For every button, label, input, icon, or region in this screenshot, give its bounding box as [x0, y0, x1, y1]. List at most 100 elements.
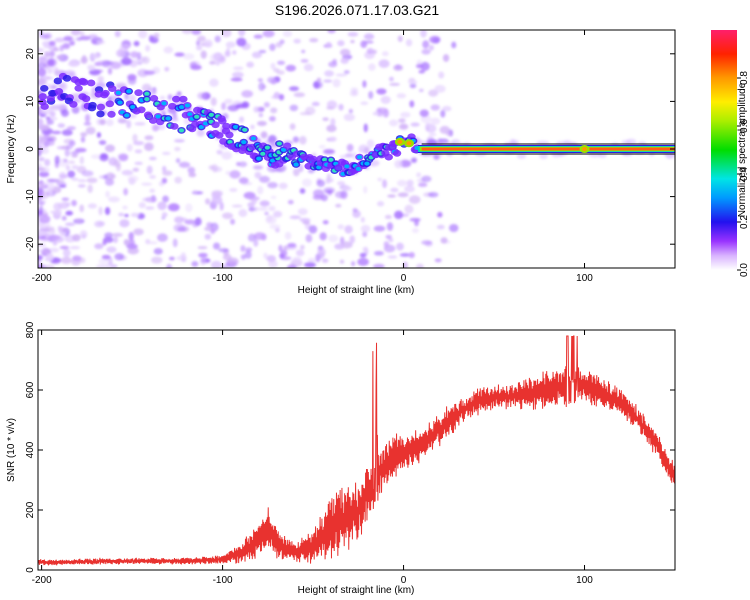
noise-blob: [409, 83, 417, 89]
noise-blob: [407, 80, 418, 85]
noise-blob: [263, 101, 270, 108]
ridge-blob: [88, 101, 97, 109]
noise-blob: [38, 201, 45, 206]
noise-blob: [300, 244, 305, 250]
noise-blob: [239, 116, 245, 123]
noise-blob: [84, 113, 91, 123]
noise-blob: [191, 30, 202, 35]
noise-blob: [248, 196, 260, 201]
ridge-core: [280, 147, 287, 152]
noise-blob: [69, 245, 81, 250]
noise-blob: [384, 214, 392, 220]
ridge-core: [232, 124, 239, 129]
snr-x-tick-label: -100: [213, 575, 233, 586]
noise-blob: [442, 105, 452, 112]
noise-blob: [307, 257, 316, 264]
noise-blob: [141, 182, 153, 186]
spectrogram-y-axis-label: Frequency (Hz): [6, 115, 17, 184]
noise-blob: [301, 178, 312, 187]
noise-blob: [104, 232, 114, 239]
ridge-blob: [149, 94, 159, 102]
noise-blob: [185, 203, 193, 213]
colorbar-tick-label: 0.6: [739, 119, 750, 133]
noise-blob: [387, 194, 397, 198]
noise-blob: [44, 264, 55, 268]
noise-blob: [59, 44, 64, 52]
noise-blob: [72, 234, 81, 242]
noise-blob: [38, 181, 45, 191]
noise-blob: [299, 135, 307, 145]
ridge-core: [208, 112, 214, 117]
noise-blob: [343, 70, 350, 75]
noise-blob: [64, 222, 76, 227]
noise-blob: [325, 42, 332, 48]
noise-blob: [409, 100, 415, 108]
noise-blob: [244, 250, 252, 259]
noise-blob: [148, 156, 157, 161]
noise-blob: [75, 218, 81, 225]
noise-blob: [38, 196, 43, 202]
noise-blob: [325, 177, 331, 184]
ridge-core: [276, 141, 282, 146]
noise-blob: [63, 158, 68, 163]
noise-blob: [67, 170, 76, 178]
noise-blob: [174, 176, 182, 184]
ridge-core: [264, 145, 270, 150]
noise-blob: [44, 182, 55, 192]
noise-blob: [71, 105, 80, 114]
noise-blob: [123, 188, 129, 196]
noise-blob: [80, 56, 88, 64]
noise-blob: [149, 188, 156, 193]
noise-blob: [247, 233, 256, 242]
noise-blob: [258, 206, 268, 211]
noise-blob: [167, 94, 173, 101]
noise-blob: [199, 256, 207, 266]
noise-blob: [134, 161, 143, 165]
noise-blob: [363, 147, 370, 155]
noise-blob: [204, 233, 212, 240]
noise-blob: [190, 64, 202, 71]
noise-blob: [305, 234, 313, 243]
ridge-blob: [38, 93, 47, 100]
noise-blob: [278, 93, 285, 101]
noise-blob: [174, 216, 184, 224]
noise-blob: [420, 61, 430, 71]
noise-blob: [318, 144, 326, 149]
noise-blob: [113, 236, 118, 244]
noise-blob: [341, 186, 352, 192]
noise-blob: [133, 141, 145, 146]
noise-blob: [102, 240, 107, 246]
noise-blob: [60, 245, 69, 250]
noise-blob: [509, 138, 516, 147]
noise-blob: [44, 51, 50, 58]
noise-blob: [134, 149, 143, 154]
noise-blob: [417, 182, 428, 188]
noise-blob: [270, 78, 277, 85]
ridge-core: [165, 116, 171, 121]
noise-blob: [74, 147, 87, 153]
noise-blob: [106, 246, 117, 253]
flat-line-core: [421, 147, 675, 151]
spectrogram-y-tick-label: 10: [25, 95, 36, 107]
noise-blob: [266, 215, 273, 222]
noise-blob: [163, 46, 174, 54]
noise-blob: [212, 242, 221, 250]
noise-blob: [210, 97, 217, 107]
noise-blob: [61, 215, 67, 221]
noise-blob: [118, 154, 129, 162]
noise-blob: [316, 77, 322, 83]
noise-blob: [153, 248, 163, 255]
noise-blob: [350, 39, 355, 44]
noise-blob: [340, 57, 349, 64]
ridge-core: [115, 90, 121, 95]
noise-blob: [141, 83, 152, 92]
noise-blob: [304, 262, 316, 268]
noise-blob: [362, 80, 367, 88]
ridge-blob: [384, 153, 393, 161]
ridge-blob: [86, 79, 96, 87]
noise-blob: [418, 88, 424, 93]
signal-ridge: [38, 72, 675, 178]
noise-blob: [95, 264, 108, 268]
ridge-hotspot-core: [582, 147, 588, 151]
ridge-core: [227, 140, 233, 145]
